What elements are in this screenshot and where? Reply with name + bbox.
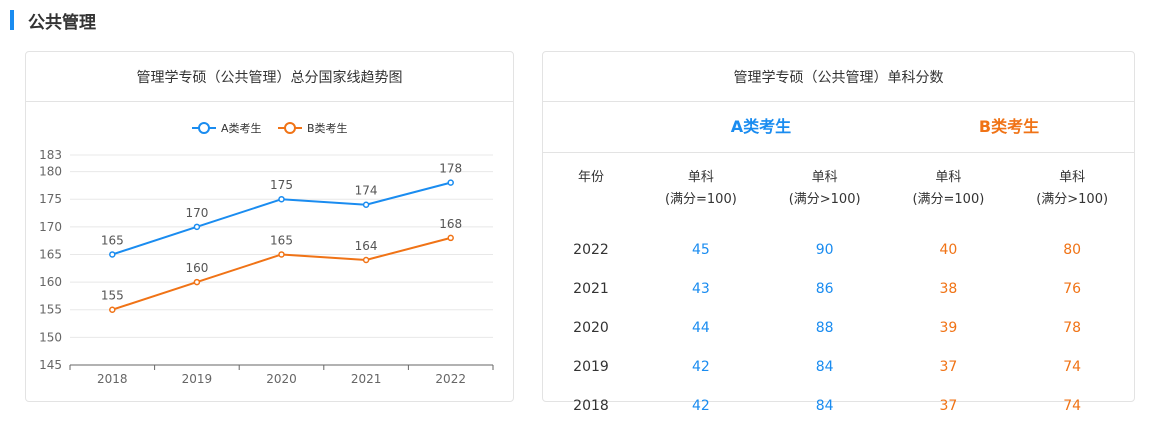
x-tick-label: 2018	[97, 372, 128, 386]
y-tick-label: 165	[39, 247, 62, 261]
cell-b-single-over-100: 76	[1063, 280, 1082, 297]
series-line	[111, 236, 451, 311]
table-header-row: 年份 单科 (满分=100) 单科 (满分>100) 单科 (满分=100) 单…	[543, 153, 1134, 230]
cell-a-single-100: 42	[691, 358, 710, 375]
table-title: 管理学专硕（公共管理）单科分数	[543, 52, 1134, 102]
cell-year: 2021	[573, 280, 609, 297]
table-row: 2019 42 84 37 74	[543, 347, 1134, 386]
cell-a-single-over-100: 90	[815, 241, 834, 258]
data-label: 155	[101, 289, 124, 303]
header-year: 年份	[577, 170, 604, 185]
x-tick-label: 2021	[351, 372, 382, 386]
data-point	[278, 195, 285, 203]
chart-title: 管理学专硕（公共管理）总分国家线趋势图	[26, 52, 513, 102]
cell-b-single-100: 40	[939, 241, 958, 258]
header-a-single-over-100: 单科 (满分>100)	[788, 170, 861, 207]
data-point	[109, 251, 116, 258]
cell-a-single-100: 42	[691, 397, 710, 414]
cell-a-single-over-100: 84	[815, 397, 834, 414]
data-point	[447, 234, 454, 242]
cell-b-single-over-100: 74	[1063, 397, 1082, 414]
data-label: 178	[439, 162, 462, 176]
cell-a-single-100: 45	[691, 241, 710, 258]
data-label: 165	[101, 233, 124, 247]
legend-marker	[284, 122, 296, 134]
table-row: 2020 44 88 39 78	[543, 308, 1134, 347]
y-tick-label: 150	[39, 330, 62, 344]
legend-label: A类考生	[221, 121, 262, 135]
cell-year: 2022	[573, 241, 609, 258]
trend-line-chart: 145 150 155 160 165 170 175 180 183 2018 2019 2020 2…	[39, 121, 494, 386]
cell-a-single-100: 43	[691, 280, 710, 297]
cell-b-single-over-100: 74	[1063, 358, 1082, 375]
section-accent-bar	[10, 10, 14, 30]
cell-year: 2019	[573, 358, 609, 375]
cell-b-single-100: 37	[939, 397, 958, 414]
data-point	[362, 201, 370, 208]
data-label: 168	[439, 217, 462, 231]
x-tick-label: 2022	[435, 372, 466, 386]
group-header: A类考生 B类考生	[543, 102, 1134, 153]
trend-chart-card: 管理学专硕（公共管理）总分国家线趋势图 145 150 155 160 165 170 17…	[25, 51, 514, 402]
section-header: 公共管理	[10, 8, 96, 33]
data-label: 165	[270, 233, 293, 247]
cell-year: 2020	[573, 319, 609, 336]
x-tick-label: 2019	[182, 372, 213, 386]
cell-b-single-100: 39	[939, 319, 958, 336]
data-label: 174	[355, 184, 378, 198]
cell-b-single-over-100: 80	[1063, 241, 1082, 258]
data-label: 175	[270, 178, 293, 192]
data-point	[109, 306, 116, 313]
header-b-single-100: 单科 (满分=100)	[912, 170, 985, 207]
cell-b-single-over-100: 78	[1063, 319, 1082, 336]
table-row: 2022 45 90 40 80	[543, 230, 1134, 269]
cell-a-single-over-100: 84	[815, 358, 834, 375]
legend-label: B类考生	[307, 121, 348, 135]
data-label: 170	[185, 206, 208, 220]
cell-b-single-100: 38	[939, 280, 958, 297]
cell-a-single-over-100: 86	[815, 280, 834, 297]
cell-a-single-100: 44	[691, 319, 710, 336]
y-tick-label: 155	[39, 303, 62, 317]
header-a-single-100: 单科 (满分=100)	[664, 170, 737, 207]
scores-table: 年份 单科 (满分=100) 单科 (满分>100) 单科 (满分=100) 单…	[543, 153, 1134, 425]
data-label: 164	[355, 239, 378, 253]
header-b-single-over-100: 单科 (满分>100)	[1036, 170, 1109, 207]
x-tick-label: 2020	[266, 372, 297, 386]
y-tick-label: 175	[39, 192, 62, 206]
cell-year: 2018	[573, 397, 609, 414]
cell-a-single-over-100: 88	[815, 319, 834, 336]
section-title: 公共管理	[28, 12, 96, 33]
single-subject-card: 管理学专硕（公共管理）单科分数 A类考生 B类考生 年份 单科 (满分=100)…	[542, 51, 1135, 414]
data-point	[362, 256, 370, 264]
table-row: 2021 43 86 38 76	[543, 269, 1134, 308]
data-point	[447, 179, 454, 186]
data-point	[193, 278, 201, 286]
y-tick-label: 180	[39, 165, 62, 179]
data-point	[193, 223, 201, 231]
table-row: 2018 42 84 37 74	[543, 386, 1134, 425]
data-label: 160	[185, 261, 208, 275]
y-tick-label: 183	[39, 148, 62, 162]
group-a-label: A类考生	[730, 117, 792, 136]
y-tick-label: 160	[39, 275, 62, 289]
legend-marker	[198, 122, 210, 134]
y-tick-label: 170	[39, 220, 62, 234]
data-point	[278, 251, 285, 258]
cell-b-single-100: 37	[939, 358, 958, 375]
group-b-label: B类考生	[978, 117, 1040, 136]
y-tick-label: 145	[39, 358, 62, 372]
